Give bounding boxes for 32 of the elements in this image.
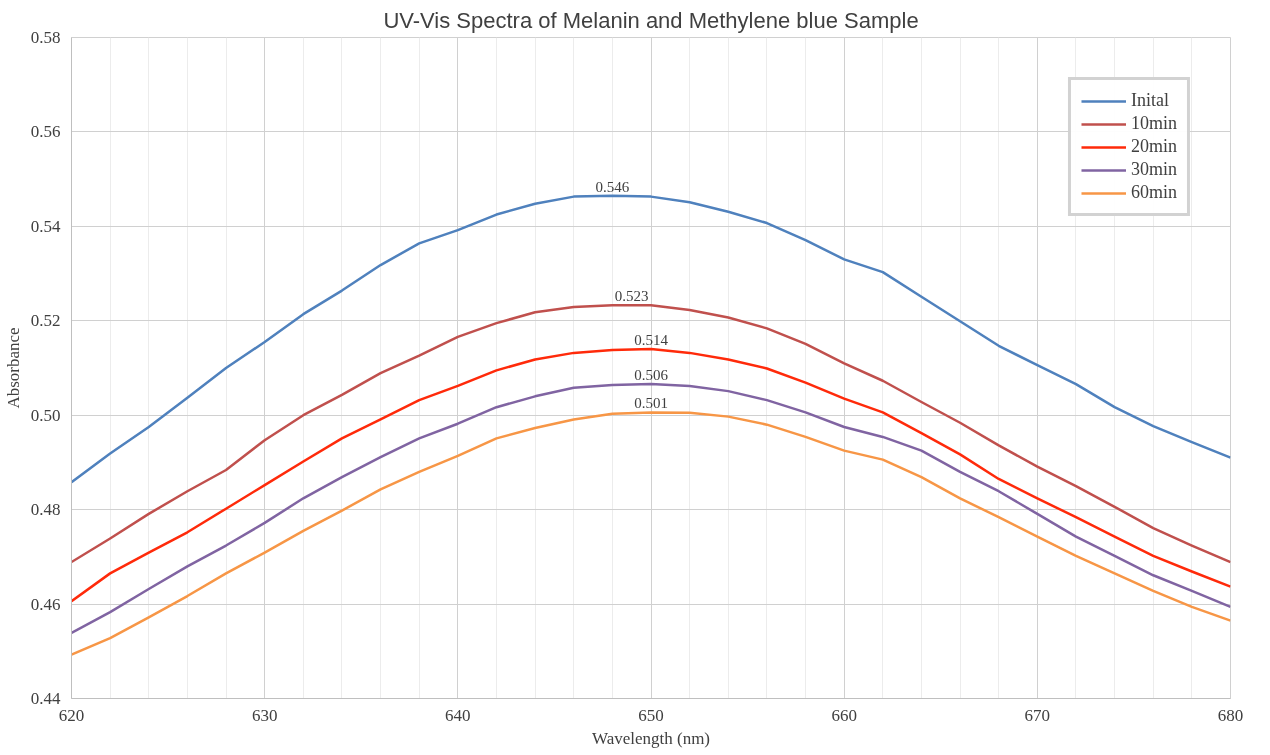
legend-label: Inital <box>1130 90 1169 111</box>
y-tick-label: 0.54 <box>30 216 61 236</box>
line-series <box>71 347 1231 603</box>
x-tick-label: 620 <box>58 705 85 725</box>
y-tick-label: 0.56 <box>30 122 61 142</box>
x-tick-label: 630 <box>251 705 278 725</box>
chart-title: UV-Vis Spectra of Melanin and Methylene blue Sample <box>383 7 919 33</box>
x-tick-label: 660 <box>831 705 857 725</box>
annotation: 0.523 <box>614 288 649 305</box>
legend-label: 10min <box>1130 113 1177 134</box>
annotation: 0.546 <box>595 178 630 195</box>
line-series <box>71 382 1231 635</box>
x-axis-title: Wavelength (nm) <box>591 728 711 748</box>
x-tick-label: 640 <box>445 705 471 725</box>
y-tick-label: 0.50 <box>30 405 61 425</box>
y-tick-label: 0.58 <box>30 28 61 47</box>
line-series <box>71 411 1231 656</box>
y-tick-label: 0.44 <box>30 689 61 708</box>
annotation: 0.514 <box>634 332 669 349</box>
annotation: 0.506 <box>634 367 669 384</box>
legend-label: 60min <box>1130 182 1177 203</box>
legend-label: 20min <box>1130 136 1177 157</box>
y-tick-label: 0.48 <box>30 500 61 520</box>
y-tick-label: 0.46 <box>30 594 61 614</box>
x-tick-label: 680 <box>1217 705 1244 725</box>
line-series <box>71 303 1231 564</box>
x-tick-label: 650 <box>638 705 664 725</box>
legend-label: 30min <box>1130 159 1177 180</box>
x-tick-label: 670 <box>1024 705 1051 725</box>
y-tick-label: 0.52 <box>30 311 61 331</box>
annotation: 0.501 <box>634 395 668 412</box>
y-axis-title: Absorbance <box>3 327 23 409</box>
